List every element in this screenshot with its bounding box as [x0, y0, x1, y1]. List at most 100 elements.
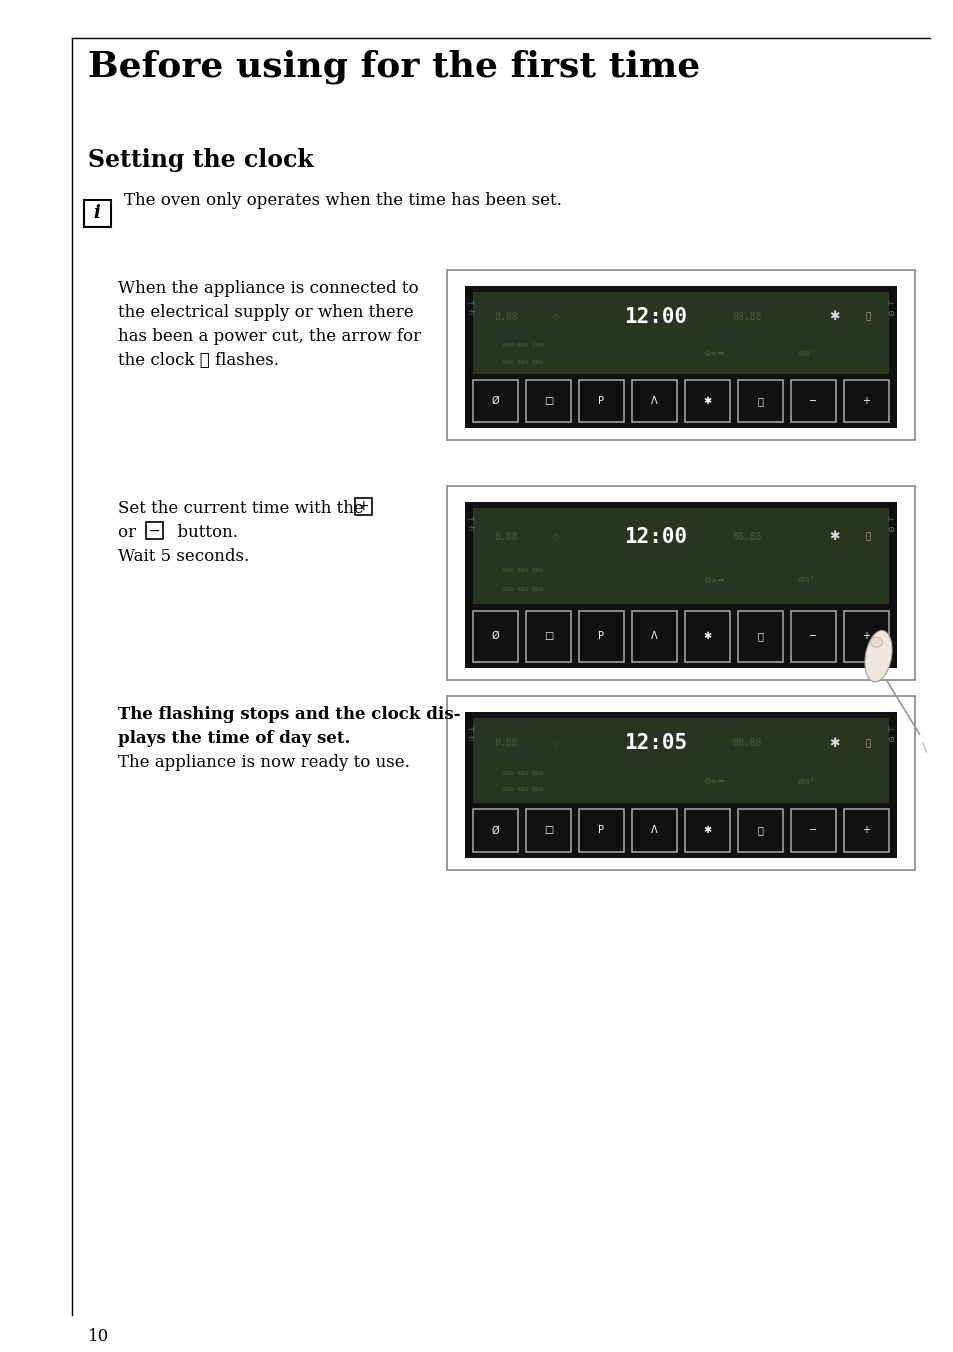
Text: Wait 5 seconds.: Wait 5 seconds. [118, 548, 249, 565]
Text: 12:00: 12:00 [624, 527, 687, 546]
Text: 8.88: 8.88 [494, 312, 517, 322]
Bar [525, 611, 571, 661]
Text: ◇: ◇ [553, 533, 558, 541]
Text: 10: 10 [88, 1328, 110, 1345]
Bar [737, 380, 782, 422]
Text: 888 888 888: 888 888 888 [502, 343, 543, 347]
Bar [842, 611, 888, 661]
Text: −: − [808, 396, 817, 406]
Text: −: − [149, 523, 160, 538]
Bar [84, 200, 111, 227]
Text: The flashing stops and the clock dis-: The flashing stops and the clock dis- [118, 706, 460, 723]
Text: □: □ [543, 631, 553, 641]
Text: +: + [862, 396, 869, 406]
Bar [473, 718, 888, 803]
Text: i: i [93, 204, 100, 222]
Text: has been a power cut, the arrow for: has been a power cut, the arrow for [118, 329, 420, 345]
Text: ⏰: ⏰ [864, 533, 870, 541]
Text: Ø: Ø [491, 396, 498, 406]
Text: 12:00: 12:00 [624, 307, 687, 327]
Text: ⏻: ⏻ [757, 825, 762, 836]
Text: P: P [598, 825, 604, 836]
Text: Before using for the first time: Before using for the first time [88, 50, 700, 84]
Text: −: − [808, 825, 817, 836]
Bar [737, 808, 782, 852]
Text: the electrical supply or when there: the electrical supply or when there [118, 304, 414, 320]
Text: ⏻: ⏻ [757, 631, 762, 641]
Bar [464, 287, 896, 429]
Bar [631, 611, 677, 661]
Text: ⊙: ⊙ [886, 525, 894, 534]
Bar [578, 611, 623, 661]
Bar [464, 713, 896, 859]
Text: ⊢: ⊢ [886, 515, 893, 525]
Text: ✱: ✱ [702, 631, 711, 641]
Text: ⚙≡➡: ⚙≡➡ [702, 777, 724, 786]
Text: The oven only operates when the time has been set.: The oven only operates when the time has… [124, 192, 561, 210]
Text: plays the time of day set.: plays the time of day set. [118, 730, 350, 748]
Text: ⊢: ⊢ [886, 725, 893, 734]
Text: 888 888 888: 888 888 888 [502, 568, 543, 573]
Text: ✱: ✱ [829, 737, 840, 750]
Bar [473, 380, 517, 422]
Bar [842, 808, 888, 852]
Text: ✱: ✱ [702, 825, 711, 836]
Text: 88.88: 88.88 [732, 312, 761, 322]
Bar [684, 380, 730, 422]
Text: +: + [357, 499, 369, 514]
Text: When the appliance is connected to: When the appliance is connected to [118, 280, 418, 297]
Text: ✱: ✱ [702, 396, 711, 406]
Text: 888 888 888: 888 888 888 [502, 587, 543, 592]
Text: 888 888 888: 888 888 888 [502, 771, 543, 776]
Text: ✱: ✱ [829, 310, 840, 323]
Text: Ø: Ø [491, 631, 498, 641]
Bar [473, 808, 517, 852]
Text: ⊣: ⊣ [467, 725, 474, 734]
Text: 888°: 888° [797, 779, 814, 784]
Text: 888°: 888° [797, 350, 814, 357]
Text: Ø: Ø [491, 825, 498, 836]
Bar [525, 808, 571, 852]
Text: □: □ [543, 825, 553, 836]
Bar [842, 380, 888, 422]
Bar [447, 696, 914, 869]
Text: ✱: ✱ [829, 530, 840, 544]
Bar [790, 611, 836, 661]
Bar [464, 502, 896, 668]
Bar [447, 270, 914, 439]
Text: ⊣: ⊣ [467, 515, 474, 525]
Bar [473, 508, 888, 604]
Text: ⏻: ⏻ [757, 396, 762, 406]
Text: Λ: Λ [651, 396, 658, 406]
Bar [447, 485, 914, 680]
Text: ⚙≡➡: ⚙≡➡ [702, 349, 724, 358]
Text: 888°: 888° [797, 577, 814, 583]
Text: P: P [598, 631, 604, 641]
Text: ⊢: ⊢ [886, 299, 893, 308]
Text: 88.88: 88.88 [732, 531, 761, 542]
Text: +: + [862, 631, 869, 641]
Text: ⊣: ⊣ [467, 299, 474, 308]
Text: P: P [598, 396, 604, 406]
Text: ☆: ☆ [467, 735, 475, 744]
Text: □: □ [543, 396, 553, 406]
Bar [525, 380, 571, 422]
Bar [684, 808, 730, 852]
Bar [355, 498, 372, 515]
Text: ⊙: ⊙ [886, 735, 894, 744]
Text: 8.88: 8.88 [494, 738, 517, 749]
Text: The appliance is now ready to use.: The appliance is now ready to use. [118, 754, 410, 771]
Text: 88.88: 88.88 [732, 738, 761, 749]
Text: Setting the clock: Setting the clock [88, 147, 314, 172]
Bar [790, 380, 836, 422]
Text: ☆: ☆ [467, 525, 475, 534]
Text: 888 888 888: 888 888 888 [502, 787, 543, 792]
Ellipse shape [864, 630, 891, 681]
Text: ⏰: ⏰ [864, 740, 870, 748]
Text: the clock ⓢ flashes.: the clock ⓢ flashes. [118, 352, 278, 369]
Text: ⏰: ⏰ [864, 312, 870, 322]
Text: ⊙: ⊙ [886, 310, 894, 318]
Text: +: + [862, 825, 869, 836]
Bar [473, 292, 888, 375]
Text: ◇: ◇ [553, 740, 558, 748]
